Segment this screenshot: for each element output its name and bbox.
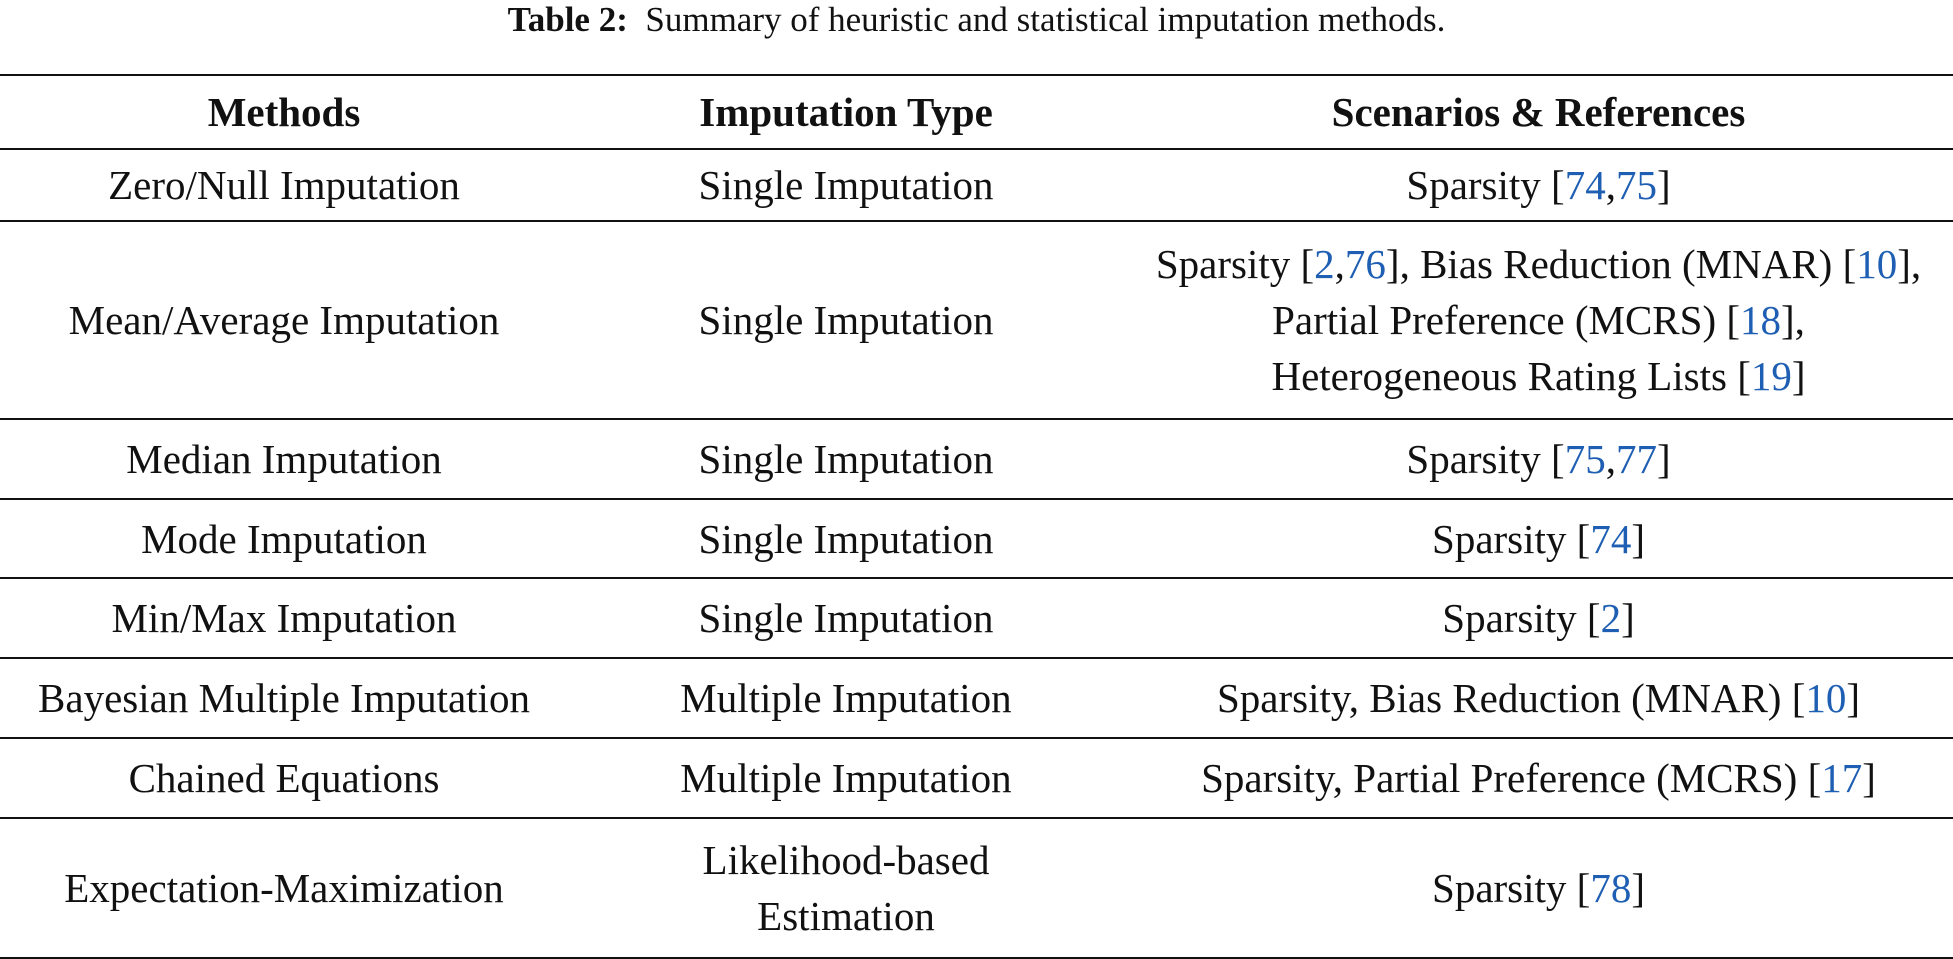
scenario-line: Sparsity [2,76], Bias Reduction (MNAR) […	[1155, 241, 1922, 287]
type-cell: Single Imputation	[698, 162, 994, 208]
citation-link[interactable]: 2	[1600, 595, 1622, 641]
imputation-methods-table: Methods Imputation Type Scenarios & Refe…	[0, 74, 1953, 959]
table-row: Median Imputation Single Imputation Spar…	[0, 420, 1953, 500]
caption-label: Table 2:	[507, 0, 628, 39]
method-cell: Mean/Average Imputation	[68, 297, 500, 343]
citation-link[interactable]: 17	[1821, 755, 1863, 801]
scenario-cell: Sparsity [75,77]	[1406, 436, 1671, 482]
type-cell: Multiple Imputation	[680, 755, 1012, 801]
citation-link[interactable]: 10	[1805, 675, 1847, 721]
table-row: Bayesian Multiple Imputation Multiple Im…	[0, 659, 1953, 739]
method-cell: Min/Max Imputation	[111, 595, 457, 641]
table-row: Chained Equations Multiple Imputation Sp…	[0, 739, 1953, 819]
citation-link[interactable]: 18	[1740, 297, 1782, 343]
scenario-cell: Sparsity, Bias Reduction (MNAR) [10]	[1216, 675, 1861, 721]
scenario-cell: Sparsity [2,76], Bias Reduction (MNAR) […	[1124, 236, 1953, 404]
citation-link[interactable]: 76	[1344, 241, 1386, 287]
type-cell: Single Imputation	[698, 595, 994, 641]
method-cell: Chained Equations	[128, 755, 440, 801]
type-cell: Single Imputation	[698, 515, 994, 562]
table-row: Mean/Average Imputation Single Imputatio…	[0, 222, 1953, 420]
caption-text: Summary of heuristic and statistical imp…	[645, 0, 1446, 39]
type-line: Likelihood-based	[702, 837, 990, 883]
citation-link[interactable]: 74	[1564, 162, 1606, 208]
citation-link[interactable]: 78	[1590, 865, 1632, 911]
scenario-cell: Sparsity, Partial Preference (MCRS) [17]	[1201, 755, 1876, 801]
header-imputation-type: Imputation Type	[699, 89, 993, 135]
header-scenarios-references: Scenarios & References	[1331, 89, 1746, 135]
citation-link[interactable]: 10	[1856, 241, 1898, 287]
table-caption: Table 2: Summary of heuristic and statis…	[0, 0, 1953, 44]
method-cell: Zero/Null Imputation	[108, 162, 460, 208]
table-header-row: Methods Imputation Type Scenarios & Refe…	[0, 76, 1953, 150]
citation-link[interactable]: 77	[1615, 436, 1657, 482]
scenario-line: Partial Preference (MCRS) [18],	[1272, 297, 1805, 343]
scenario-cell: Sparsity [74]	[1432, 515, 1645, 562]
citation-link[interactable]: 2	[1314, 241, 1335, 287]
method-cell: Mode Imputation	[141, 515, 427, 562]
method-cell: Expectation-Maximization	[64, 865, 504, 911]
citation-link[interactable]: 74	[1590, 515, 1632, 562]
type-line: Estimation	[757, 893, 935, 939]
header-methods: Methods	[207, 89, 361, 135]
table-row: Min/Max Imputation Single Imputation Spa…	[0, 579, 1953, 659]
type-cell: Single Imputation	[698, 297, 994, 343]
table-row: Zero/Null Imputation Single Imputation S…	[0, 150, 1953, 222]
type-cell: Likelihood-based Estimation	[568, 832, 1124, 944]
citation-link[interactable]: 75	[1564, 436, 1606, 482]
scenario-cell: Sparsity [78]	[1432, 865, 1645, 911]
citation-link[interactable]: 75	[1615, 162, 1657, 208]
scenario-cell: Sparsity [2]	[1442, 595, 1635, 641]
type-cell: Multiple Imputation	[680, 675, 1012, 721]
method-cell: Bayesian Multiple Imputation	[38, 675, 530, 721]
scenario-cell: Sparsity [74,75]	[1406, 162, 1671, 208]
citation-link[interactable]: 19	[1750, 353, 1792, 399]
method-cell: Median Imputation	[126, 436, 442, 482]
scenario-line: Heterogeneous Rating Lists [19]	[1271, 353, 1806, 399]
table-row: Mode Imputation Single Imputation Sparsi…	[0, 500, 1953, 579]
type-cell: Single Imputation	[698, 436, 994, 482]
table-row: Expectation-Maximization Likelihood-base…	[0, 819, 1953, 957]
